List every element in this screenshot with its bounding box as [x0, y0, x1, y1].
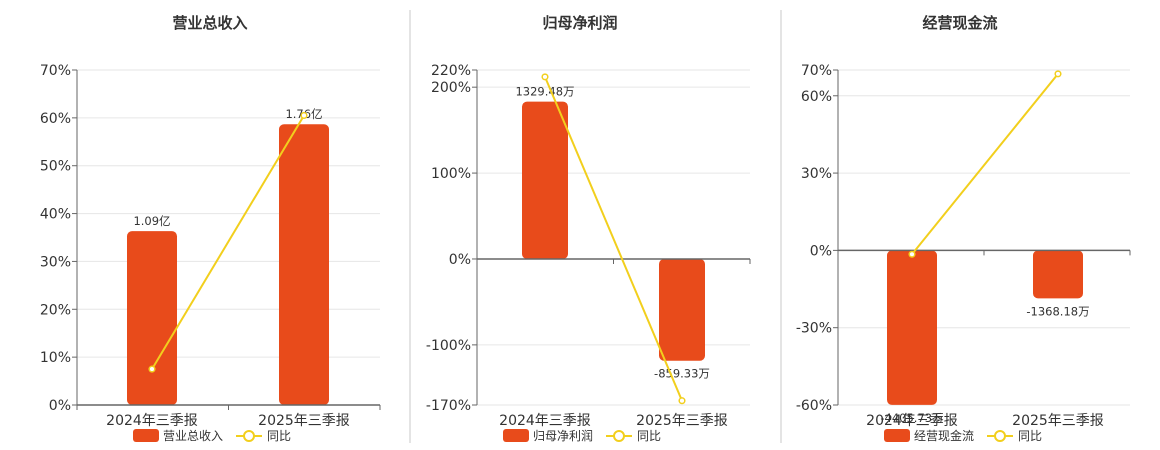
- yoy-line: [151, 114, 305, 370]
- legend-bar-swatch: [884, 429, 910, 442]
- y-tick-label: 50%: [40, 159, 71, 175]
- yoy-point: [1054, 70, 1062, 78]
- chart-panel-3: 经营现金流 70% 60% 30% 0% -30% -60% -4405.73万 -1368.1…: [796, 14, 1131, 443]
- y-tick-label: -60%: [796, 398, 832, 414]
- yoy-line: [911, 73, 1059, 255]
- y-tick-label: -100%: [426, 338, 471, 354]
- chart-title: 归母净利润: [542, 14, 617, 32]
- y-tick-label: 0%: [810, 243, 832, 259]
- bar-data-label: 1329.48万: [515, 85, 574, 99]
- legend: 经营现金流 同比: [884, 428, 1042, 443]
- legend-line-label: 同比: [267, 429, 291, 443]
- y-tick-label: 60%: [40, 111, 71, 127]
- y-tick-label: 30%: [801, 166, 832, 182]
- legend-bar-label: 营业总收入: [163, 429, 223, 443]
- bar: [1033, 250, 1083, 299]
- x-category-label: 2025年三季报: [1012, 413, 1104, 429]
- yoy-point: [300, 111, 308, 120]
- bar-data-label: -4405.73万: [880, 411, 943, 425]
- y-tick-label: 20%: [40, 302, 71, 318]
- yoy-line: [544, 76, 683, 402]
- y-tick-label: 30%: [40, 254, 71, 270]
- bar: [279, 124, 329, 405]
- y-tick-label: 100%: [431, 166, 471, 182]
- y-tick-label: 60%: [801, 89, 832, 105]
- legend-line-marker: [613, 430, 625, 442]
- bar: [127, 231, 177, 405]
- y-tick-label: 220%: [431, 63, 471, 79]
- legend: 营业总收入 同比: [133, 429, 291, 443]
- legend-bar-swatch: [133, 429, 159, 442]
- y-tick-label: -170%: [426, 398, 471, 414]
- y-tick-label: -30%: [796, 321, 832, 337]
- bar-data-label: -1368.18万: [1026, 304, 1089, 318]
- x-category-label: 2024年三季报: [499, 413, 591, 429]
- chart-title: 经营现金流: [922, 14, 997, 32]
- legend-bar-swatch: [503, 429, 529, 442]
- y-tick-label: 10%: [40, 350, 71, 366]
- yoy-point: [908, 250, 916, 258]
- chart-panel-2: 归母净利润 220%200% 100% 0% -100% -170% 1329.48万 -85…: [426, 14, 751, 443]
- x-category-label: 2025年三季报: [258, 413, 350, 429]
- y-tick-label: 40%: [40, 207, 71, 223]
- legend: 归母净利润 同比: [503, 429, 661, 443]
- legend-line-label: 同比: [1018, 429, 1042, 443]
- x-category-label: 2024年三季报: [866, 413, 958, 429]
- x-category-label: 2025年三季报: [636, 413, 728, 429]
- bar-data-label: 1.09亿: [133, 214, 170, 228]
- x-category-label: 2024年三季报: [106, 413, 198, 429]
- chart-title: 营业总收入: [172, 14, 247, 32]
- legend-bar-label: 经营现金流: [914, 428, 974, 443]
- bar-data-label: -859.33万: [654, 367, 710, 381]
- legend-bar-label: 归母净利润: [533, 429, 593, 443]
- yoy-point: [678, 397, 686, 405]
- legend-line-label: 同比: [637, 429, 661, 443]
- y-tick-label: 70%: [801, 63, 832, 79]
- yoy-point: [148, 365, 156, 373]
- bar: [887, 250, 937, 405]
- y-tick-label: 0%: [449, 252, 471, 268]
- yoy-point: [541, 73, 549, 81]
- legend-line-marker: [243, 430, 255, 442]
- chart-panel-1: 营业总收入70%60%50%40%30%20%10%0%1.09亿1.76亿20…: [40, 14, 381, 443]
- y-tick-label: 200%: [431, 80, 471, 96]
- y-tick-label: 70%: [40, 63, 71, 79]
- bar: [522, 101, 568, 259]
- bar: [659, 258, 705, 361]
- legend-line-marker: [994, 430, 1006, 442]
- y-tick-label: 0%: [49, 398, 71, 414]
